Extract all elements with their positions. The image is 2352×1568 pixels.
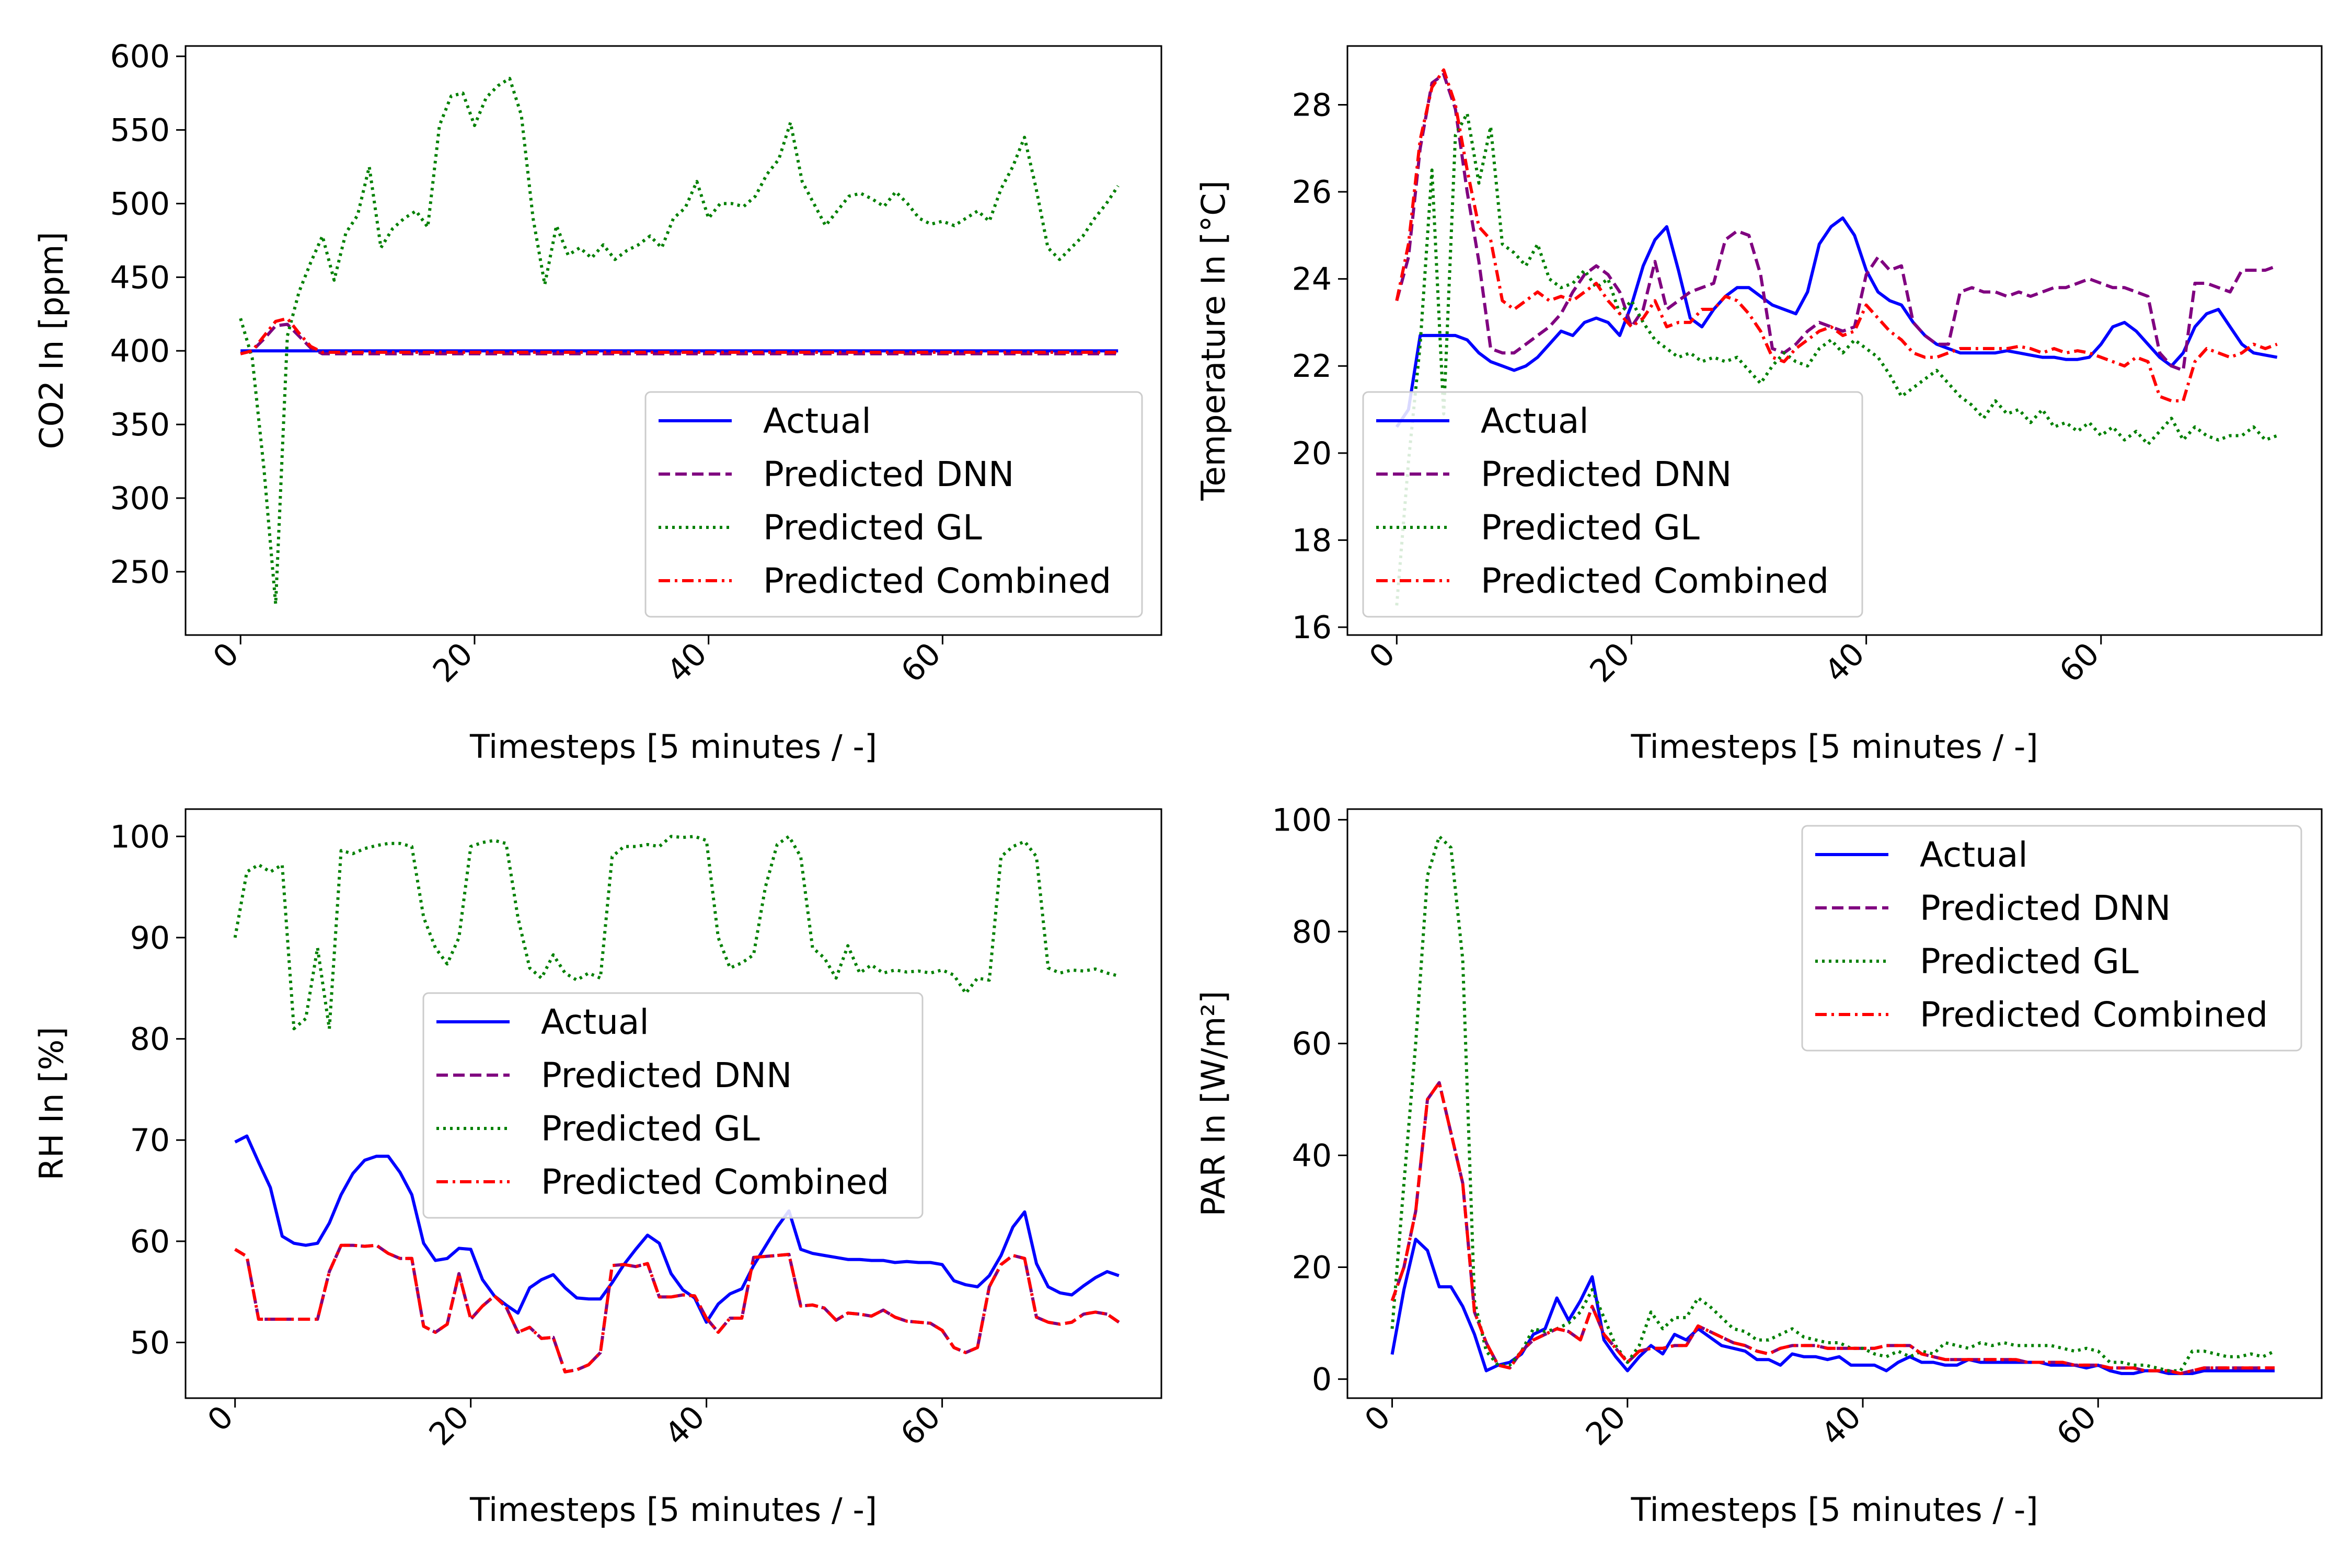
y-tick-label: 500 <box>110 186 170 222</box>
y-tick-label: 60 <box>130 1224 170 1260</box>
y-tick-label: 60 <box>1292 1025 1332 1062</box>
y-tick-label: 600 <box>110 39 170 75</box>
x-axis-label: Timesteps [5 minutes / -] <box>1630 728 2038 766</box>
y-tick-label: 100 <box>1272 802 1332 838</box>
legend-label-predicted-combined: Predicted Combined <box>1920 995 2268 1035</box>
series-line-actual <box>1395 216 2278 428</box>
y-tick-label: 22 <box>1292 348 1332 385</box>
y-axis-label: PAR In [W/m²] <box>1194 991 1232 1217</box>
series-line-predicted-combined <box>1395 68 2278 402</box>
legend-box <box>1362 391 1863 618</box>
x-axis-label: Timesteps [5 minutes / -] <box>469 1491 877 1529</box>
series-line-predicted-combined <box>1390 1081 2275 1375</box>
y-tick-label: 26 <box>1292 174 1332 211</box>
legend: Actual Predicted DNN Predicted GL Predicted… <box>1801 825 2302 1052</box>
legend-label-predicted-gl: Predicted GL <box>541 1109 760 1149</box>
y-tick-label: 400 <box>110 333 170 370</box>
series-line-predicted-gl <box>1390 835 2276 1373</box>
series-line-predicted-combined <box>234 1243 1120 1374</box>
legend: Actual Predicted DNN Predicted GL Predicted… <box>1362 391 1863 618</box>
y-tick-label: 300 <box>110 480 170 517</box>
y-tick-label: 20 <box>1292 1250 1332 1286</box>
y-tick-label: 70 <box>130 1122 170 1159</box>
series-line-actual <box>1390 1238 2275 1375</box>
y-axis-label: CO2 In [ppm] <box>32 232 71 449</box>
x-axis-label: Timesteps [5 minutes / -] <box>1630 1491 2038 1529</box>
legend-label-actual: Actual <box>763 401 871 441</box>
y-axis-label: RH In [%] <box>32 1027 71 1181</box>
legend-label-actual: Actual <box>1920 835 2028 875</box>
legend: Actual Predicted DNN Predicted GL Predicted… <box>644 391 1143 618</box>
legend-label-actual: Actual <box>1481 401 1589 441</box>
series-line-actual <box>234 1134 1120 1324</box>
legend-label-predicted-dnn: Predicted DNN <box>1481 454 1732 494</box>
plot-frame <box>185 45 1162 636</box>
legend-label-predicted-gl: Predicted GL <box>1481 508 1700 548</box>
x-axis-label: Timesteps [5 minutes / -] <box>469 728 877 766</box>
y-tick-label: 550 <box>110 112 170 149</box>
legend-box <box>644 391 1143 618</box>
legend-label-predicted-dnn: Predicted DNN <box>763 454 1014 494</box>
legend-box <box>1801 825 2302 1052</box>
legend-label-predicted-combined: Predicted Combined <box>1481 561 1829 601</box>
legend-box <box>422 992 924 1219</box>
y-tick-label: 40 <box>1292 1138 1332 1174</box>
legend-label-predicted-gl: Predicted GL <box>763 508 982 548</box>
legend-label-predicted-gl: Predicted GL <box>1920 941 2139 982</box>
y-tick-label: 18 <box>1292 522 1332 559</box>
legend-label-predicted-combined: Predicted Combined <box>541 1162 889 1202</box>
y-tick-label: 350 <box>110 407 170 443</box>
y-tick-label: 100 <box>110 818 170 855</box>
y-tick-label: 24 <box>1292 261 1332 298</box>
legend: Actual Predicted DNN Predicted GL Predicted… <box>422 992 924 1219</box>
series-line-predicted-gl <box>233 835 1120 1031</box>
y-tick-label: 450 <box>110 259 170 296</box>
legend-label-actual: Actual <box>541 1002 649 1042</box>
y-tick-label: 90 <box>130 920 170 956</box>
plot-frame <box>185 808 1162 1399</box>
y-tick-label: 80 <box>130 1021 170 1058</box>
y-tick-label: 16 <box>1292 609 1332 646</box>
plot-frame <box>1346 808 2323 1399</box>
plot-frame <box>1346 45 2323 636</box>
legend-label-predicted-combined: Predicted Combined <box>763 561 1111 601</box>
y-tick-label: 80 <box>1292 914 1332 950</box>
y-tick-label: 0 <box>1312 1362 1332 1398</box>
legend-label-predicted-dnn: Predicted DNN <box>1920 888 2171 928</box>
series-line-predicted-combined <box>240 317 1119 355</box>
y-axis-label: Temperature In [°C] <box>1194 180 1232 501</box>
chart-panel-1: 0 20 40 60250300350400450500550600Timesteps… <box>32 39 1162 766</box>
legend-label-predicted-dnn: Predicted DNN <box>541 1055 792 1096</box>
series-line-predicted-gl <box>1395 112 2278 606</box>
series-line-predicted-dnn <box>1395 73 2278 372</box>
y-tick-label: 50 <box>130 1324 170 1361</box>
y-tick-label: 20 <box>1292 435 1332 472</box>
y-tick-label: 250 <box>110 554 170 591</box>
y-tick-label: 28 <box>1292 87 1332 123</box>
